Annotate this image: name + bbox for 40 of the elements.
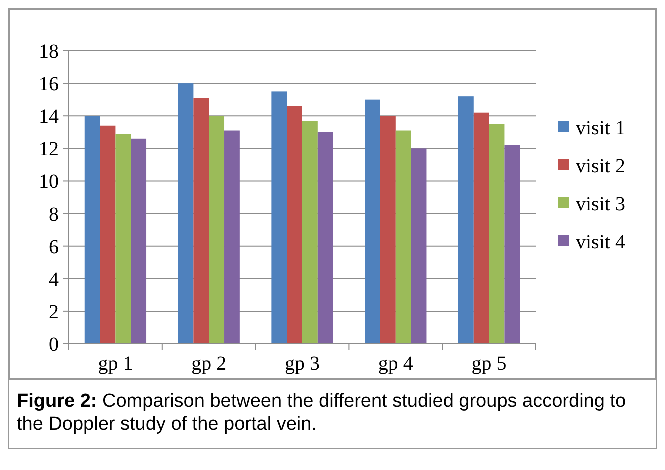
legend-label: visit 4 (576, 232, 626, 254)
bar (458, 96, 474, 344)
y-tick-label: 16 (39, 74, 59, 96)
y-tick-label: 8 (49, 204, 59, 226)
caption: Figure 2: Comparison between the different studied groups according to the Doppler study of the portal vein. (9, 379, 656, 448)
bar (131, 138, 147, 344)
bar (302, 120, 318, 344)
legend-label: visit 1 (576, 118, 626, 140)
bar (411, 148, 427, 344)
x-tick-label: gp 3 (285, 353, 320, 375)
bar (224, 130, 240, 344)
bar (504, 145, 520, 344)
x-tick-label: gp 2 (192, 353, 227, 375)
y-tick-label: 2 (49, 301, 59, 324)
y-tick-label: 0 (49, 334, 59, 356)
y-tick-label: 14 (39, 106, 59, 128)
y-tick-label: 4 (49, 268, 59, 291)
bar (178, 84, 194, 344)
bar (365, 100, 380, 344)
bar (474, 112, 490, 344)
x-tick-label: gp 1 (98, 353, 134, 375)
y-tick-label: 6 (49, 236, 59, 258)
bar (287, 106, 302, 344)
y-tick-label: 10 (39, 171, 59, 194)
bar (396, 130, 412, 344)
bar (100, 126, 116, 344)
bar (489, 124, 505, 344)
bar (116, 134, 132, 344)
legend-label: visit 2 (576, 156, 626, 178)
bar (209, 116, 225, 344)
x-tick-label: gp 5 (472, 353, 507, 375)
y-tick-label: 18 (39, 41, 59, 63)
bar (380, 116, 396, 344)
y-tick-label: 12 (39, 138, 59, 161)
bar (194, 98, 210, 344)
bar (84, 116, 100, 344)
x-tick-label: gp 4 (378, 353, 414, 375)
bar (272, 92, 288, 344)
bar (318, 132, 334, 344)
legend-label: visit 3 (576, 194, 626, 216)
